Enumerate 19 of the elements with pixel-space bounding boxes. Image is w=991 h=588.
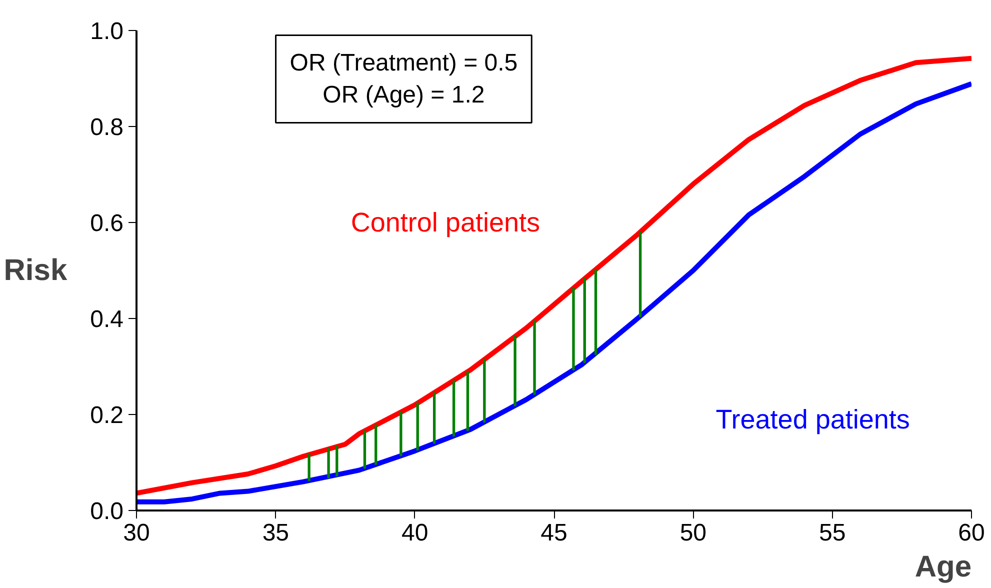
y-axis-title: Risk (4, 254, 68, 287)
x-tick-label: 35 (262, 520, 290, 546)
annotation: OR (Treatment) = 0.5 (290, 49, 518, 76)
x-tick-label: 40 (401, 520, 428, 546)
x-tick-label: 60 (958, 520, 985, 546)
x-tick-label: 55 (818, 520, 846, 546)
y-tick-label: 1.0 (90, 18, 124, 45)
x-tick-label: 30 (123, 520, 150, 546)
annotation: OR (Age) = 1.2 (322, 82, 485, 109)
text: Treated patients (716, 404, 910, 434)
x-tick-label: 45 (540, 520, 568, 546)
y-tick-label: 0.4 (90, 306, 124, 333)
x-axis-title: Age (914, 550, 972, 584)
text: Control patients (350, 208, 540, 238)
y-tick-label: 0.8 (90, 114, 124, 141)
y-tick-label: 0.6 (90, 210, 124, 237)
x-tick-label: 50 (680, 520, 707, 546)
y-tick-label: 0.0 (90, 498, 124, 525)
y-tick-label: 0.2 (90, 402, 124, 429)
